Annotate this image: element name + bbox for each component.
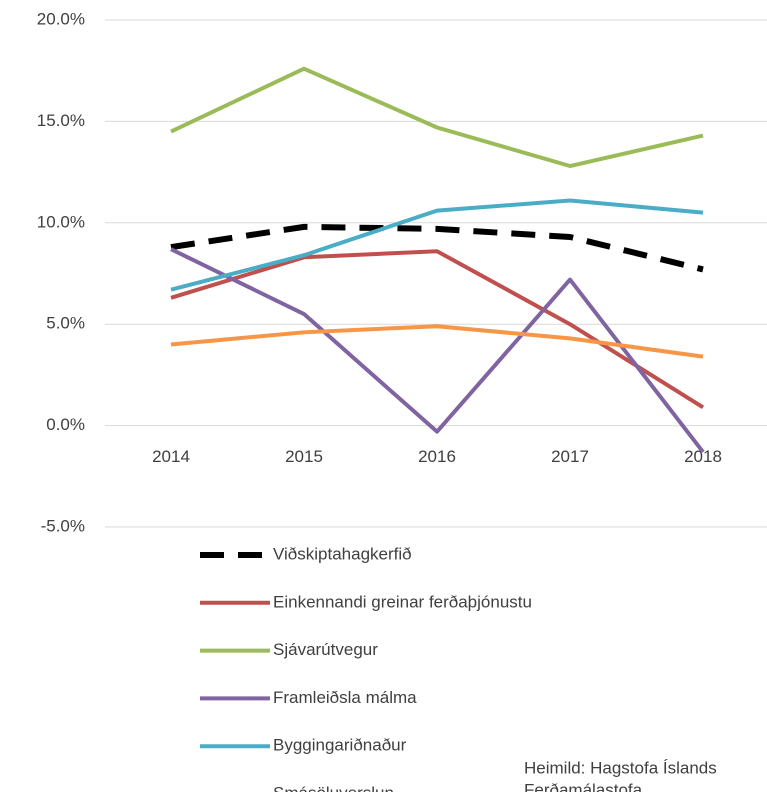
legend-label: Framleiðsla málma: [273, 688, 417, 707]
x-tick-label: 2015: [285, 447, 323, 466]
series-line: [170, 249, 705, 410]
legend-label: Einkennandi greinar ferðaþjónustu: [273, 592, 532, 611]
x-tick-label: 2014: [152, 447, 190, 466]
series-line: [170, 247, 705, 454]
series-line: [170, 66, 704, 169]
legend-label: Sjávarútvegur: [273, 640, 378, 659]
series-line: [170, 223, 704, 273]
x-tick-label: 2016: [418, 447, 456, 466]
annotation: Heimild: Hagstofa Íslands: [524, 758, 717, 777]
y-tick-label: 0.0%: [46, 415, 85, 434]
legend-label: Byggingariðnaður: [273, 736, 407, 755]
x-tick-label: 2018: [684, 447, 722, 466]
legend-label: Viðskiptahagkerfið: [273, 544, 412, 563]
annotation: Ferðamálastofa: [524, 780, 643, 792]
y-tick-label: 5.0%: [46, 314, 85, 333]
y-tick-label: -5.0%: [41, 516, 85, 535]
y-tick-label: 20.0%: [37, 9, 85, 28]
x-tick-label: 2017: [551, 447, 589, 466]
series-line: [170, 198, 704, 292]
series-line: [170, 324, 704, 359]
y-tick-label: 15.0%: [37, 111, 85, 130]
legend-label: Smásöluverslun: [273, 783, 394, 792]
y-tick-label: 10.0%: [37, 212, 85, 231]
